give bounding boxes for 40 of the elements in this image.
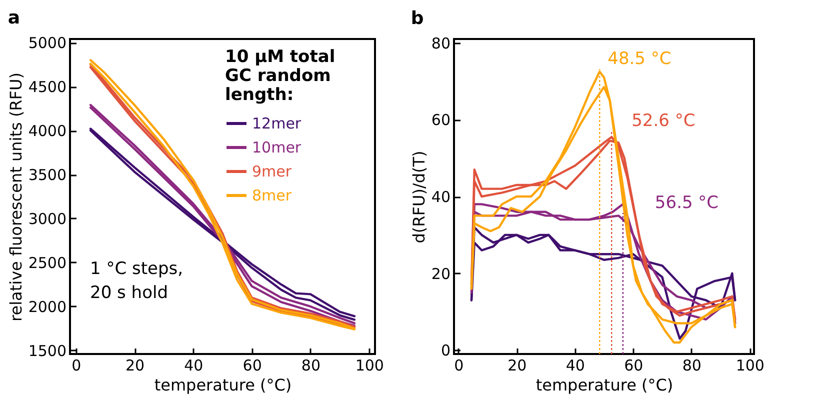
x-axis-title: temperature (°C) bbox=[536, 376, 674, 394]
y-tick-label: 3000 bbox=[28, 210, 66, 228]
y-tick-label: 0 bbox=[440, 342, 450, 360]
x-tick-label: 0 bbox=[72, 356, 82, 374]
x-tick-label: 60 bbox=[624, 356, 644, 374]
y-tick-label: 2500 bbox=[28, 254, 66, 272]
chart-title: a bbox=[8, 8, 20, 29]
y-tick-label: 40 bbox=[431, 188, 450, 206]
y-tick-label: 5000 bbox=[28, 34, 66, 52]
x-tick-label: 0 bbox=[454, 356, 464, 374]
x-tick-label: 80 bbox=[301, 356, 321, 374]
y-tick-label: 4000 bbox=[28, 122, 66, 140]
x-tick-label: 100 bbox=[736, 356, 764, 374]
y-tick-label: 2000 bbox=[28, 298, 66, 316]
x-tick-label: 100 bbox=[355, 356, 384, 374]
y-axis-title: relative fluorescent units (RFU) bbox=[6, 72, 26, 322]
annotation: 48.5 °C bbox=[608, 49, 672, 69]
x-axis-title: temperature (°C) bbox=[154, 376, 292, 394]
y-tick-label: 4500 bbox=[28, 78, 66, 96]
annotation: 52.6 °C bbox=[632, 111, 696, 131]
x-tick-label: 60 bbox=[242, 356, 262, 374]
legend-label: 10mer bbox=[252, 138, 302, 156]
annotation: 1 °C steps, 20 s hold bbox=[90, 259, 184, 303]
legend-label: 12mer bbox=[252, 114, 302, 132]
y-tick-label: 20 bbox=[431, 264, 450, 283]
y-tick-label: 60 bbox=[431, 111, 450, 130]
y-axis-title: d(RFU)/d(T) bbox=[409, 150, 428, 244]
chart-title: b bbox=[410, 8, 424, 29]
y-tick-label: 3500 bbox=[28, 166, 66, 184]
legend-title: 10 µM total GC random length: bbox=[225, 47, 336, 105]
legend-label: 9mer bbox=[252, 162, 292, 180]
x-tick-label: 80 bbox=[682, 356, 702, 374]
x-tick-label: 40 bbox=[184, 356, 204, 374]
legend-label: 8mer bbox=[252, 186, 292, 204]
x-tick-label: 20 bbox=[508, 356, 527, 374]
x-tick-label: 20 bbox=[125, 356, 145, 374]
y-tick-label: 1500 bbox=[28, 342, 66, 360]
y-tick-label: 80 bbox=[431, 34, 450, 52]
annotation: 56.5 °C bbox=[654, 193, 719, 213]
x-tick-label: 40 bbox=[566, 356, 585, 374]
